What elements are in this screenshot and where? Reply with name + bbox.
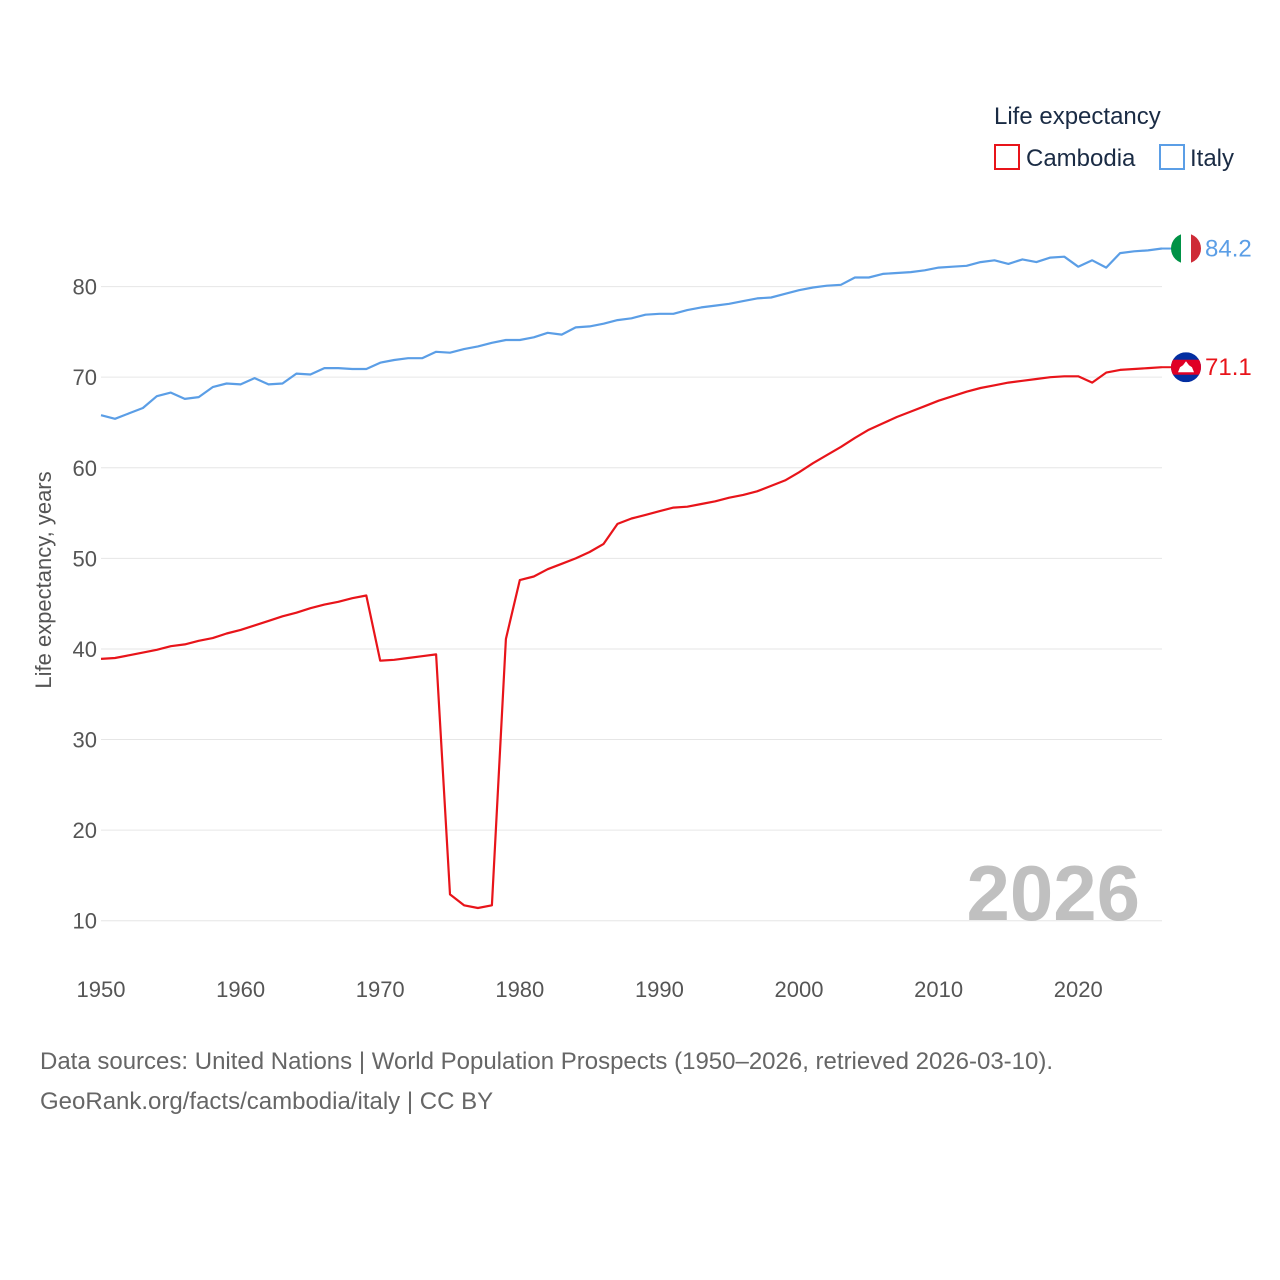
legend-title: Life expectancy xyxy=(994,103,1161,130)
legend-label-italy[interactable]: Italy xyxy=(1190,145,1234,172)
source-note: Data sources: United Nations | World Pop… xyxy=(40,1042,1053,1122)
source-line-1: Data sources: United Nations | World Pop… xyxy=(40,1048,1054,1075)
y-tick-label-60: 60 xyxy=(73,456,97,481)
italy-flag-icon xyxy=(1171,233,1201,264)
italy-end-value: 84.2 xyxy=(1205,236,1252,263)
legend: Life expectancy Cambodia Italy xyxy=(994,103,1234,172)
x-tick-label-1950: 1950 xyxy=(77,977,126,1002)
legend-swatch-italy[interactable] xyxy=(1159,144,1185,170)
y-tick-label-70: 70 xyxy=(73,365,97,390)
legend-swatch-cambodia[interactable] xyxy=(994,144,1020,170)
source-line-2[interactable]: GeoRank.org/facts/cambodia/italy | CC BY xyxy=(40,1088,494,1115)
y-tick-label-40: 40 xyxy=(73,637,97,662)
year-watermark: 2026 xyxy=(966,849,1140,937)
x-tick-label-2020: 2020 xyxy=(1054,977,1103,1002)
cambodia-end-value: 71.1 xyxy=(1205,354,1252,381)
y-axis-label: Life expectancy, years xyxy=(31,471,56,688)
x-tick-label-1990: 1990 xyxy=(635,977,684,1002)
cambodia-flag-icon xyxy=(1171,352,1201,383)
x-tick-label-1980: 1980 xyxy=(495,977,544,1002)
y-tick-label-50: 50 xyxy=(73,546,97,571)
x-tick-label-1970: 1970 xyxy=(356,977,405,1002)
x-axis: 1950 1960 1970 1980 1990 2000 2010 2020 xyxy=(77,977,1103,1002)
y-tick-label-10: 10 xyxy=(73,909,97,934)
series-line-italy[interactable] xyxy=(100,247,1163,420)
x-tick-label-2010: 2010 xyxy=(914,977,963,1002)
y-axis: 10 20 30 40 50 60 70 80 xyxy=(73,275,97,934)
x-tick-label-1960: 1960 xyxy=(216,977,265,1002)
grid xyxy=(101,286,1162,922)
x-tick-label-2000: 2000 xyxy=(775,977,824,1002)
y-tick-label-20: 20 xyxy=(73,818,97,843)
legend-label-cambodia[interactable]: Cambodia xyxy=(1026,145,1136,172)
y-tick-label-30: 30 xyxy=(73,728,97,753)
y-tick-label-80: 80 xyxy=(73,275,97,300)
series xyxy=(100,247,1172,910)
series-line-cambodia[interactable] xyxy=(100,366,1163,910)
